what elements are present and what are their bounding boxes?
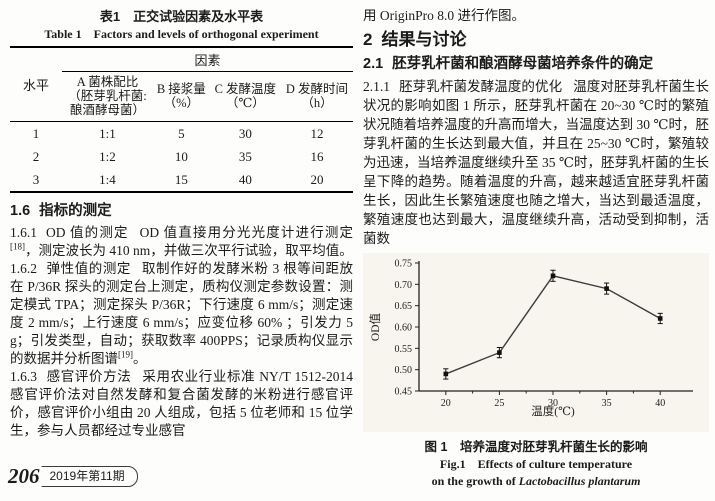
paragraph-1-6-1: 1.6.1 OD 值的测定 OD 值直接用分光光度计进行测定 [18]，测定波长为 4…	[10, 224, 353, 260]
reference-superscript: [18]	[10, 241, 25, 252]
body-text: ，测定波长为 410 nm，并做三次平行试验，取平均值。	[25, 243, 353, 258]
subheader-line: B 接浆量	[156, 82, 206, 96]
factors-table: 水平 因素 A 菌株配比 （胚芽乳杆菌: 酿酒酵母菌） B 接浆量 （%） C …	[10, 46, 353, 193]
svg-text:0.70: 0.70	[395, 280, 413, 291]
table-body: 1 1:1 5 30 12 2 1:2 10 35 16 3 1:4 15 40 20	[10, 122, 353, 193]
table-subheader-c: C 发酵温度 （℃）	[209, 71, 281, 122]
table-subheader-row: A 菌株配比 （胚芽乳杆菌: 酿酒酵母菌） B 接浆量 （%） C 发酵温度 （…	[10, 71, 353, 122]
svg-text:0.55: 0.55	[395, 344, 413, 355]
body-text: 。	[133, 351, 147, 366]
subsection-number: 2.1.1	[363, 79, 390, 94]
svg-text:0.45: 0.45	[395, 387, 413, 398]
table-cell: 20	[310, 172, 324, 187]
table-cell: 1	[32, 126, 40, 141]
table-group-row: 水平 因素	[10, 47, 353, 122]
figure-1: 0.45 0.50 0.55 0.60 0.65 0.70 0.75 20 25 30 35 40 温度…	[363, 253, 709, 432]
table-subheader-b: B 接浆量 （%）	[152, 71, 210, 122]
paragraph-1-6-3: 1.6.3 感官评价方法 采用农业行业标准 NY/T 1512-2014 感官评价法…	[10, 368, 353, 440]
subheader-line: （胚芽乳杆菌:	[68, 89, 147, 103]
left-column: 表1 正交试验因素及水平表 Table 1 Factors and levels…	[10, 6, 353, 440]
section-title: 指标的测定	[39, 203, 112, 219]
table1-title-zh: 表1 正交试验因素及水平表	[99, 9, 264, 24]
table-cell: 10	[174, 149, 188, 164]
svg-text:30: 30	[548, 398, 558, 409]
table-cell: 3	[32, 172, 40, 187]
table-cell: 35	[238, 149, 252, 164]
table-cell: 30	[238, 126, 252, 141]
table-cell: 1:2	[99, 149, 116, 164]
svg-text:温度(℃): 温度(℃)	[531, 404, 575, 418]
body-text: OD 值直接用分光光度计进行测定	[139, 225, 353, 240]
svg-text:40: 40	[655, 398, 665, 409]
section-number: 1.6	[10, 203, 31, 219]
svg-text:0.60: 0.60	[395, 323, 413, 334]
table-cell: 1:1	[99, 126, 116, 141]
table-row: 1 1:1 5 30 12	[10, 122, 353, 146]
caption-text: on the growth of	[431, 474, 519, 488]
figure1-chart: 0.45 0.50 0.55 0.60 0.65 0.70 0.75 20 25 30 35 40 温度…	[369, 259, 693, 418]
section-number: 2	[363, 30, 373, 49]
table-cell: 2	[32, 149, 40, 164]
body-text: 取制作好的发酵米粉 3 根等间距放在 P/36R 探头的测定台上测定，质构仪测定…	[10, 261, 354, 366]
table-row: 3 1:4 15 40 20	[10, 168, 353, 192]
subsection-title: 弹性值的测定	[46, 261, 131, 276]
subheader-line: A 菌株配比	[76, 75, 139, 89]
subsection-title: OD 值的测定	[46, 225, 129, 240]
table-cell: 16	[310, 149, 324, 164]
section-heading-2-1: 2.1 胚芽乳杆菌和酿酒酵母菌培养条件的确定	[363, 54, 709, 75]
paragraph-1-6-2: 1.6.2 弹性值的测定 取制作好的发酵米粉 3 根等间距放在 P/36R 探头的测…	[10, 260, 353, 368]
table-header-level: 水平	[10, 47, 62, 122]
body-text: 采用农业行业标准 NY/T 1512-2014 感官评价法对自然发酵和复合菌发酵…	[10, 369, 354, 438]
section-heading-1-6: 1.6 指标的测定	[10, 201, 353, 221]
subsection-title: 感官评价方法	[46, 369, 132, 384]
table-header-group: 因素	[62, 47, 353, 72]
section-heading-2: 2 结果与讨论	[363, 28, 709, 52]
section-title: 胚芽乳杆菌和酿酒酵母菌培养条件的确定	[392, 56, 654, 72]
svg-text:0.50: 0.50	[395, 365, 413, 376]
subheader-line: （%）	[163, 96, 200, 110]
species-name: Lactobacillus plantarum	[518, 474, 641, 488]
table-subheader-a: A 菌株配比 （胚芽乳杆菌: 酿酒酵母菌）	[62, 71, 153, 122]
table-cell: 40	[238, 172, 252, 187]
svg-text:35: 35	[602, 398, 612, 409]
figure-caption-en-line1: Fig.1 Effects of culture temperature	[439, 457, 633, 471]
reference-superscript: [19]	[118, 349, 133, 360]
figure-caption-en-line2: on the growth of Lactobacillus plantarum	[363, 473, 709, 490]
subheader-line: （h）	[301, 96, 333, 110]
svg-text:25: 25	[494, 398, 504, 409]
table-cell: 5	[178, 126, 185, 141]
subheader-line: D 发酵时间	[285, 82, 349, 96]
intro-line: 用 OriginPro 8.0 进行作图。	[363, 8, 525, 23]
figure-caption-zh: 图 1 培养温度对胚芽乳杆菌生长的影响	[424, 440, 648, 454]
subheader-line: 酿酒酵母菌）	[69, 103, 145, 117]
subheader-line: C 发酵温度	[214, 82, 277, 96]
page-number: 206	[6, 464, 45, 489]
subsection-number: 1.6.3	[10, 369, 37, 384]
table1-title-en: Table 1 Factors and levels of orthogonal…	[44, 27, 319, 41]
subsection-title: 胚芽乳杆菌发酵温度的优化	[399, 79, 563, 94]
table-cell: 15	[174, 172, 188, 187]
table-row: 2 1:2 10 35 16	[10, 145, 353, 168]
table-cell: 12	[310, 126, 324, 141]
issue-badge: 2019年第11期	[30, 466, 138, 487]
svg-text:20: 20	[441, 398, 451, 409]
subsection-number: 1.6.2	[10, 261, 37, 276]
paragraph-2-1-1: 2.1.1 胚芽乳杆菌发酵温度的优化 温度对胚芽乳杆菌生长状况的影响如图 1 所示，…	[363, 77, 709, 248]
svg-text:0.65: 0.65	[395, 301, 413, 312]
table-cell: 1:4	[99, 172, 116, 187]
section-number: 2.1	[363, 56, 384, 72]
svg-text:0.75: 0.75	[395, 259, 413, 270]
body-text: 温度对胚芽乳杆菌生长状况的影响如图 1 所示，胚芽乳杆菌在 20~30 ℃时的繁…	[363, 79, 710, 246]
table-subheader-d: D 发酵时间 （h）	[280, 71, 353, 122]
svg-text:OD值: OD值	[369, 312, 382, 341]
subsection-number: 1.6.1	[10, 225, 37, 240]
right-column: 用 OriginPro 8.0 进行作图。 2 结果与讨论 2.1 胚芽乳杆菌和酿酒…	[363, 6, 709, 490]
section-title: 结果与讨论	[381, 30, 467, 49]
subheader-line: （℃）	[225, 96, 265, 110]
page-footer: 206 2019年第11期	[6, 464, 138, 489]
